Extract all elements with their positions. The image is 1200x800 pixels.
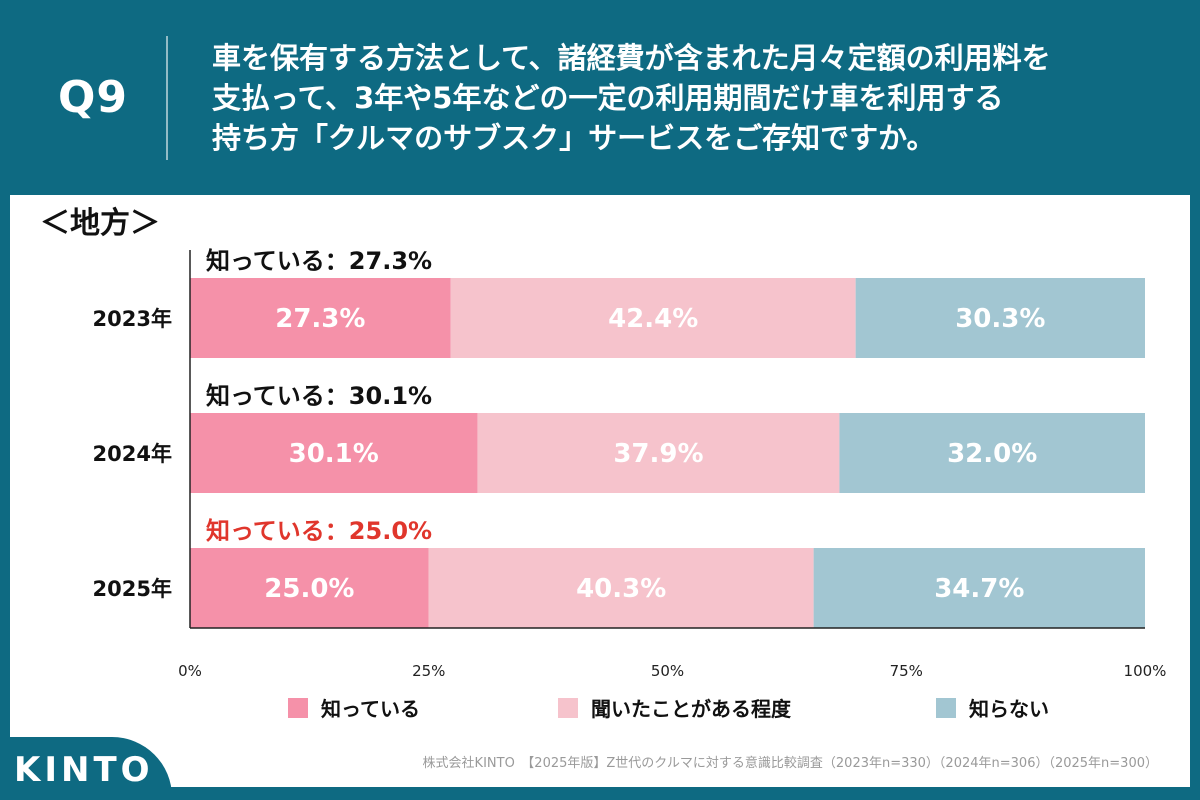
question-text: 車を保有する方法として、諸経費が含まれた月々定額の利用料を 支払って、3年や5年…	[212, 38, 1172, 158]
legend-swatch	[936, 698, 956, 718]
logo-tab	[0, 737, 172, 800]
data-label: 25.0%	[264, 574, 354, 604]
header-banner: Q9 車を保有する方法として、諸経費が含まれた月々定額の利用料を 支払って、3年…	[0, 0, 1200, 195]
question-line: 車を保有する方法として、諸経費が含まれた月々定額の利用料を	[212, 41, 1051, 75]
bar-annotation: 知っている：25.0%	[206, 517, 432, 545]
bar-segment-3-2024年	[839, 413, 1145, 493]
legend-label: 知っている	[321, 697, 420, 721]
kinto-logo: KINTO	[14, 750, 154, 790]
bar-segment-3-2025年	[813, 548, 1145, 628]
header-divider	[166, 36, 168, 160]
x-tick-label: 25%	[412, 662, 445, 680]
x-tick-label: 0%	[178, 662, 202, 680]
data-label: 37.9%	[613, 439, 703, 469]
x-tick-label: 100%	[1124, 662, 1167, 680]
bar-segment-1-2024年	[190, 413, 478, 493]
legend-swatch	[558, 698, 578, 718]
category-label: 2023年	[93, 307, 172, 331]
bar-annotation: 知っている：30.1%	[206, 382, 432, 410]
data-label: 30.1%	[289, 439, 379, 469]
bar-segment-1-2023年	[190, 278, 451, 358]
bar-annotation: 知っている：27.3%	[206, 247, 432, 275]
data-label: 34.7%	[934, 574, 1024, 604]
legend-label: 知らない	[969, 697, 1049, 721]
bar-segment-2-2023年	[450, 278, 856, 358]
kinto-logo-text: KINTO	[14, 750, 154, 790]
question-number: Q9	[58, 72, 129, 123]
data-label: 40.3%	[576, 574, 666, 604]
bar-segment-1-2025年	[190, 548, 429, 628]
data-label: 30.3%	[955, 304, 1045, 334]
chart-title: ＜地方＞	[40, 206, 160, 241]
category-label: 2024年	[93, 442, 172, 466]
bar-segment-2-2025年	[428, 548, 814, 628]
legend-swatch	[288, 698, 308, 718]
bar-segment-2-2024年	[477, 413, 840, 493]
bar-segment-3-2023年	[855, 278, 1145, 358]
x-tick-label: 50%	[651, 662, 684, 680]
question-line: 支払って、3年や5年などの一定の利用期間だけ車を利用する	[212, 81, 1004, 115]
data-label: 27.3%	[275, 304, 365, 334]
source-note: 株式会社KINTO 【2025年版】Z世代のクルマに対する意識比較調査（2023…	[422, 756, 1158, 771]
data-label: 42.4%	[608, 304, 698, 334]
category-label: 2025年	[93, 577, 172, 601]
data-label: 32.0%	[947, 439, 1037, 469]
bottom-strip	[0, 787, 1200, 800]
x-tick-label: 75%	[890, 662, 923, 680]
question-line: 持ち方「クルマのサブスク」サービスをご存知ですか。	[212, 121, 936, 155]
legend-label: 聞いたことがある程度	[591, 697, 792, 721]
